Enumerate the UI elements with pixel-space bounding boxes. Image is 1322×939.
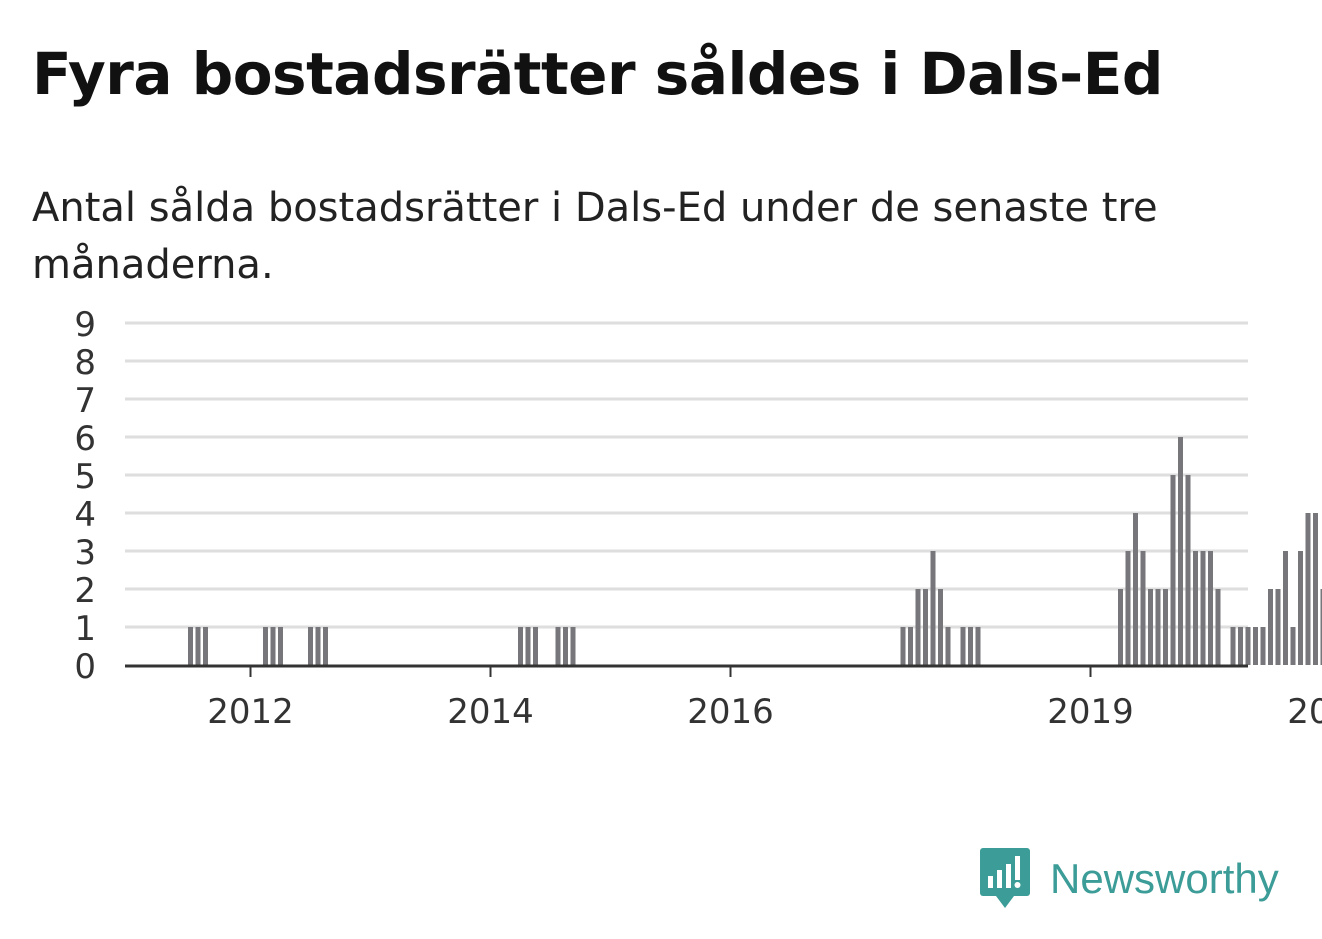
bar: [900, 627, 906, 665]
bar: [1163, 589, 1168, 665]
x-tick-label: 2014: [447, 692, 534, 732]
bar: [323, 627, 328, 665]
bar: [1200, 551, 1206, 665]
chart-title: Fyra bostadsrätter såldes i Dals-Ed: [32, 40, 1163, 108]
bar: [308, 627, 313, 665]
bar: [1215, 589, 1221, 665]
bar: [563, 627, 568, 665]
newsworthy-logo[interactable]: Newsworthy: [980, 848, 1279, 910]
bar: [533, 627, 538, 665]
bar: [1155, 589, 1161, 665]
grid-lines: [125, 321, 1248, 629]
bar: [968, 627, 973, 665]
bar: [1320, 589, 1322, 665]
y-tick-label: 0: [74, 647, 96, 687]
bar-series: [188, 437, 1322, 665]
bar: [945, 627, 951, 665]
bar: [195, 627, 201, 665]
bar: [263, 627, 268, 665]
bar: [1268, 589, 1273, 665]
y-tick-label: 7: [74, 381, 96, 421]
bar: [1125, 551, 1131, 665]
bar: [1260, 627, 1266, 665]
bar: [570, 627, 576, 665]
newsworthy-logo-icon: [980, 848, 1030, 908]
x-tick-label: 2021: [1287, 692, 1322, 732]
bar: [555, 627, 561, 665]
bar: [923, 589, 928, 665]
bar: [1208, 551, 1213, 665]
bar: [1253, 627, 1258, 665]
brand-name: Newsworthy: [1050, 855, 1279, 902]
bar: [1118, 589, 1123, 665]
bar: [188, 627, 193, 665]
bar: [915, 589, 921, 665]
x-axis: 2012201420162019202120232025: [125, 664, 1322, 732]
x-tick-label: 2012: [207, 692, 294, 732]
y-tick-label: 5: [74, 457, 96, 497]
x-tick-label: 2016: [687, 692, 774, 732]
bar: [1170, 475, 1176, 665]
bar: [315, 627, 321, 665]
y-tick-label: 4: [74, 495, 96, 535]
bar: [1275, 589, 1281, 665]
y-tick-label: 8: [74, 343, 96, 383]
bar: [908, 627, 913, 665]
chart-subtitle: Antal sålda bostadsrätter i Dals-Ed unde…: [32, 185, 1158, 288]
bar: [1148, 589, 1153, 665]
bar: [270, 627, 276, 665]
y-tick-label: 1: [74, 609, 96, 649]
bar: [1185, 475, 1191, 665]
bar: [518, 627, 523, 665]
bar: [1298, 551, 1303, 665]
bar: [960, 627, 966, 665]
bar: [930, 551, 936, 665]
y-tick-label: 3: [74, 533, 96, 573]
bar: [1283, 551, 1288, 665]
x-tick-label: 2019: [1047, 692, 1134, 732]
bar: [1313, 513, 1318, 665]
bar: [1230, 627, 1236, 665]
bar: [1140, 551, 1146, 665]
bar: [938, 589, 943, 665]
bar: [1133, 513, 1138, 665]
bar: [975, 627, 981, 665]
bar: [278, 627, 283, 665]
bar: [1178, 437, 1183, 665]
bar: [1193, 551, 1198, 665]
bar: [1305, 513, 1311, 665]
bar: [203, 627, 208, 665]
bar: [1245, 627, 1251, 665]
bar: [1238, 627, 1243, 665]
bar: [525, 627, 531, 665]
bar: [1290, 627, 1296, 665]
y-tick-label: 2: [74, 571, 96, 611]
y-tick-label: 9: [74, 305, 96, 345]
y-tick-label: 6: [74, 419, 96, 459]
